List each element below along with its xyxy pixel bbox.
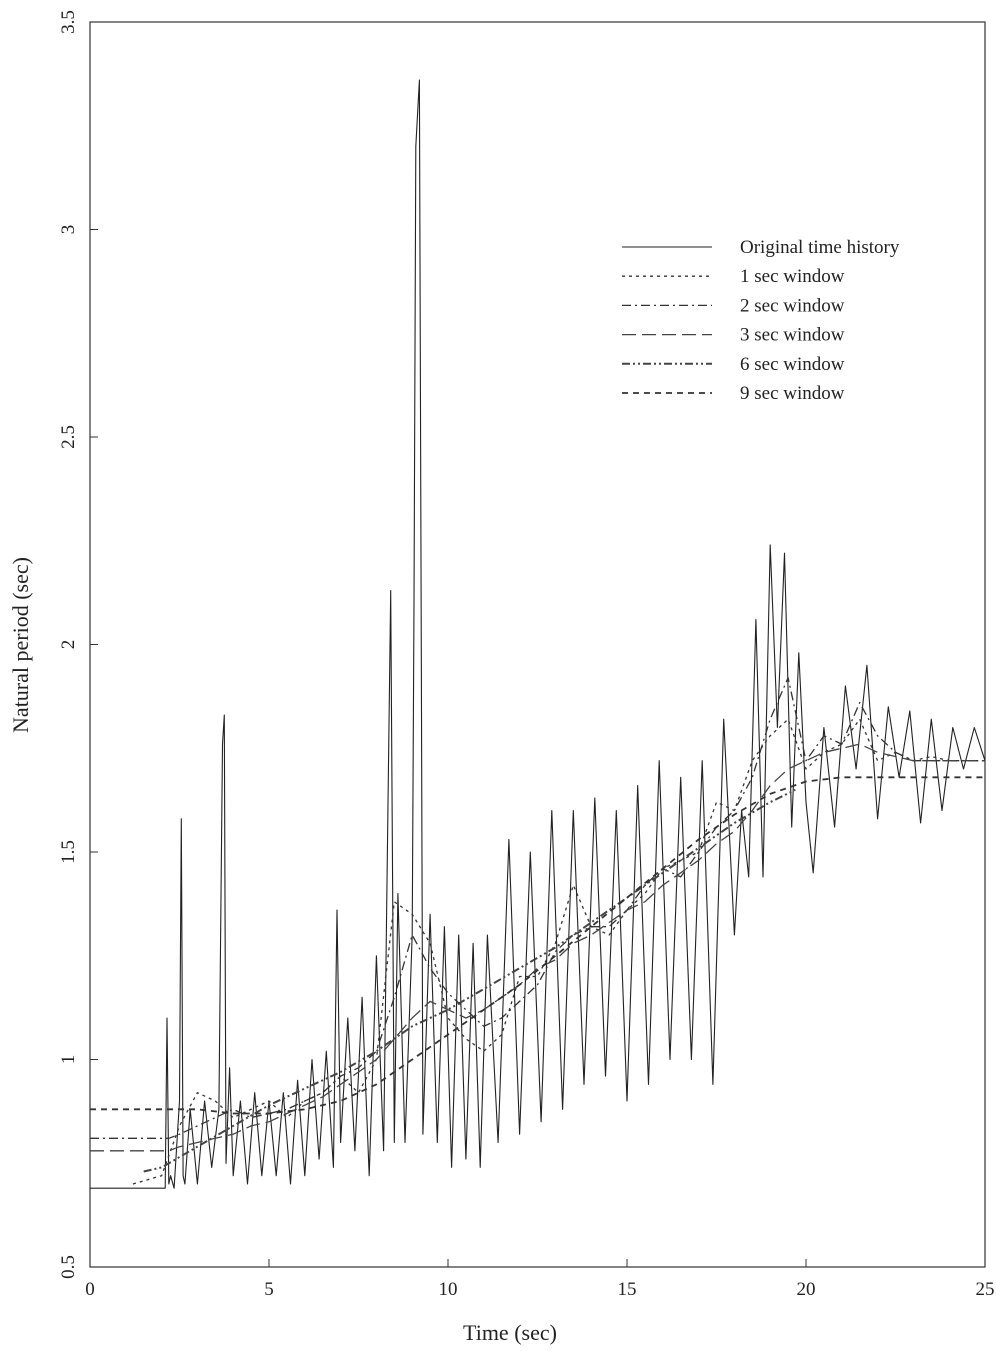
axis-ticks: 0 5 10 15 20 25 0.5 1 1.5 2 2.5 3 3.5 <box>58 10 995 1300</box>
legend: Original time history 1 sec window 2 sec w… <box>622 237 900 404</box>
x-tick-label: 0 <box>85 1279 95 1300</box>
x-tick-label: 25 <box>976 1279 995 1300</box>
y-tick-label: 3.5 <box>58 10 79 34</box>
series-line-2 <box>132 718 985 1185</box>
plot-frame <box>89 21 986 1268</box>
y-tick-label: 1.5 <box>58 840 79 864</box>
series-line-1 <box>90 79 986 1189</box>
series-line-3 <box>90 677 985 1139</box>
x-tick-label: 15 <box>618 1279 637 1300</box>
series-line-5 <box>143 788 796 1173</box>
legend-label-1: Original time history <box>740 237 900 258</box>
y-tick-label: 2.5 <box>58 425 79 449</box>
y-tick-label: 2 <box>58 640 79 650</box>
x-tick-label: 20 <box>797 1279 816 1300</box>
legend-label-4: 3 sec window <box>740 325 845 346</box>
y-axis-label: Natural period (sec) <box>8 557 33 733</box>
legend-label-2: 1 sec window <box>740 266 845 287</box>
y-tick-label: 3 <box>58 225 79 235</box>
y-tick-label: 0.5 <box>58 1255 79 1279</box>
x-axis-label: Time (sec) <box>463 1320 557 1345</box>
legend-label-5: 6 sec window <box>740 354 845 375</box>
series-group <box>90 79 986 1189</box>
y-tick-label: 1 <box>58 1055 79 1065</box>
series-line-4 <box>90 743 985 1152</box>
x-tick-label: 10 <box>439 1279 458 1300</box>
legend-label-3: 2 sec window <box>740 295 845 316</box>
series-line-6 <box>90 776 985 1115</box>
legend-label-6: 9 sec window <box>740 383 845 404</box>
x-tick-label: 5 <box>264 1279 274 1300</box>
